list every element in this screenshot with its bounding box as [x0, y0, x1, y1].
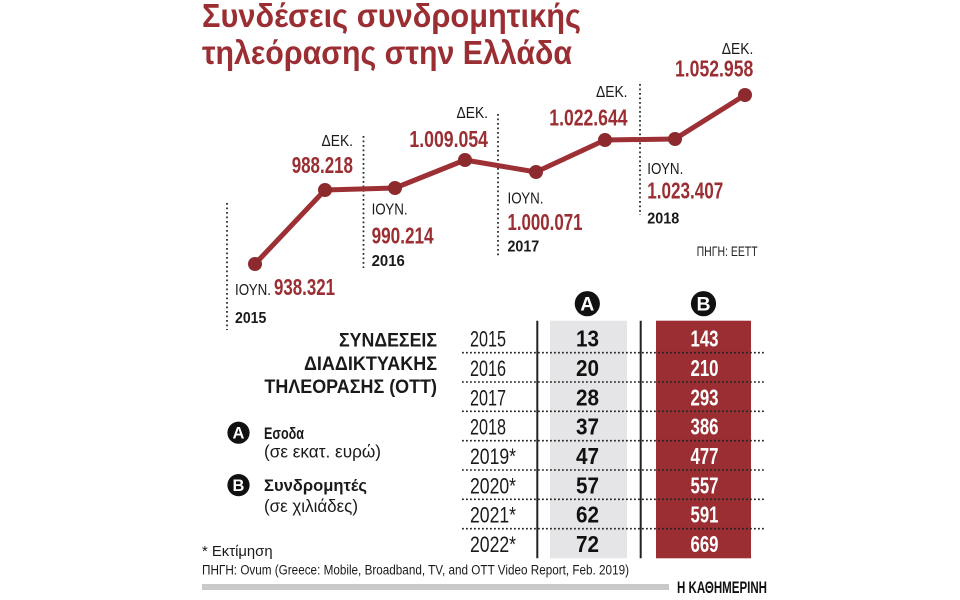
svg-text:477: 477: [691, 443, 719, 469]
svg-text:1.009.054: 1.009.054: [409, 126, 488, 152]
svg-text:ΔΕΚ.: ΔΕΚ.: [722, 41, 754, 58]
svg-text:ΙΟΥΝ.: ΙΟΥΝ.: [235, 282, 271, 299]
svg-text:Εσοδα: Εσοδα: [264, 424, 304, 443]
svg-text:990.214: 990.214: [372, 222, 434, 248]
svg-text:ΤΗΛΕΟΡΑΣΗΣ (ΟΤΤ): ΤΗΛΕΟΡΑΣΗΣ (ΟΤΤ): [264, 377, 437, 398]
svg-text:210: 210: [691, 355, 719, 381]
svg-text:988.218: 988.218: [292, 152, 353, 178]
svg-text:ΔΙΑΔΙΚΤΥΑΚΗΣ: ΔΙΑΔΙΚΤΥΑΚΗΣ: [304, 354, 437, 375]
svg-text:1.023.407: 1.023.407: [647, 177, 723, 203]
svg-text:13: 13: [576, 326, 599, 352]
svg-text:2019*: 2019*: [470, 444, 516, 469]
svg-text:2017: 2017: [508, 239, 540, 256]
svg-text:(σε εκατ. ευρώ): (σε εκατ. ευρώ): [264, 442, 381, 462]
svg-text:B: B: [696, 294, 710, 316]
svg-text:B: B: [233, 477, 245, 495]
svg-text:47: 47: [576, 443, 599, 469]
svg-text:1.052.958: 1.052.958: [675, 56, 753, 82]
svg-text:ΣΥΝΔΕΣΕΙΣ: ΣΥΝΔΕΣΕΙΣ: [339, 331, 437, 352]
svg-text:Συνδρομητές: Συνδρομητές: [264, 476, 367, 495]
svg-text:A: A: [580, 294, 594, 316]
svg-text:293: 293: [691, 384, 719, 410]
svg-text:62: 62: [576, 502, 599, 528]
svg-text:2018: 2018: [647, 210, 679, 227]
svg-text:τηλεόρασης στην Ελλάδα: τηλεόρασης στην Ελλάδα: [202, 34, 572, 71]
svg-text:(σε χιλιάδες): (σε χιλιάδες): [264, 496, 358, 516]
svg-text:2015: 2015: [470, 327, 506, 352]
svg-text:Η ΚΑΘΗΜΕΡΙΝΗ: Η ΚΑΘΗΜΕΡΙΝΗ: [677, 578, 767, 597]
svg-text:386: 386: [691, 414, 719, 440]
svg-text:* Εκτίμηση: * Εκτίμηση: [202, 543, 273, 560]
svg-text:2016: 2016: [372, 253, 405, 270]
svg-text:2022*: 2022*: [470, 532, 516, 557]
svg-text:ΠΗΓΗ: ΕΕΤΤ: ΠΗΓΗ: ΕΕΤΤ: [697, 244, 758, 259]
svg-text:2016: 2016: [470, 356, 506, 381]
svg-text:ΙΟΥΝ.: ΙΟΥΝ.: [372, 202, 408, 219]
svg-text:20: 20: [576, 355, 599, 381]
svg-text:2020*: 2020*: [470, 473, 516, 498]
svg-text:1.022.644: 1.022.644: [549, 104, 627, 130]
svg-text:ΙΟΥΝ.: ΙΟΥΝ.: [647, 161, 683, 178]
svg-text:ΙΟΥΝ.: ΙΟΥΝ.: [508, 190, 544, 207]
svg-text:28: 28: [576, 384, 599, 410]
svg-text:37: 37: [576, 414, 599, 440]
svg-text:591: 591: [691, 502, 719, 528]
svg-text:57: 57: [576, 472, 599, 498]
svg-text:ΔΕΚ.: ΔΕΚ.: [596, 84, 628, 101]
svg-text:ΔΕΚ.: ΔΕΚ.: [322, 133, 354, 150]
svg-text:Συνδέσεις συνδρομητικής: Συνδέσεις συνδρομητικής: [202, 0, 581, 34]
svg-text:143: 143: [691, 326, 719, 352]
svg-text:2015: 2015: [235, 310, 266, 327]
svg-text:557: 557: [691, 472, 719, 498]
svg-text:1.000.071: 1.000.071: [508, 209, 583, 235]
svg-text:ΔΕΚ.: ΔΕΚ.: [457, 105, 489, 122]
svg-text:2017: 2017: [470, 385, 506, 410]
svg-text:2018: 2018: [470, 415, 506, 440]
svg-text:ΠΗΓΗ: Ovum (Greece: Mobile, Br: ΠΗΓΗ: Ovum (Greece: Mobile, Broadband, T…: [202, 563, 629, 578]
svg-text:669: 669: [691, 531, 719, 557]
svg-text:2021*: 2021*: [470, 503, 516, 528]
svg-text:A: A: [233, 425, 245, 443]
svg-text:72: 72: [576, 531, 599, 557]
svg-text:938.321: 938.321: [274, 274, 335, 300]
